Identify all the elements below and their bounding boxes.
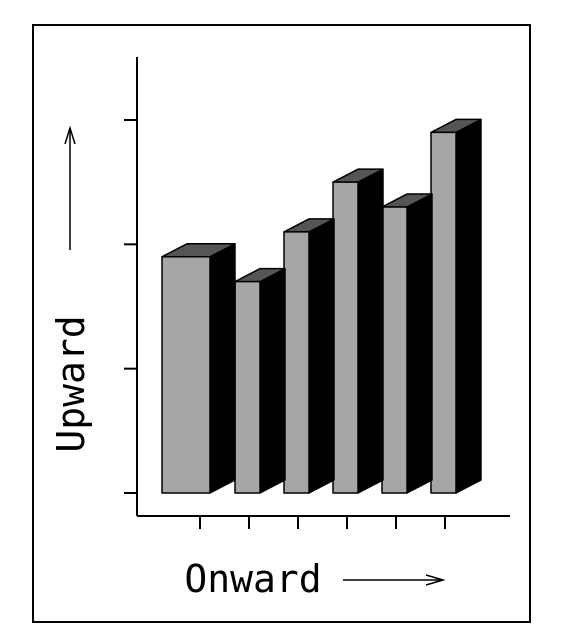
bar-front <box>430 131 457 494</box>
x-axis-label: Onward <box>184 557 321 601</box>
bars <box>161 118 482 494</box>
bar-side <box>406 193 433 494</box>
bar-side <box>357 168 384 494</box>
bar-front <box>283 231 310 494</box>
bar-front <box>161 256 211 494</box>
bar-side <box>259 267 286 494</box>
bar <box>234 267 286 494</box>
y-axis-label: Upward <box>49 315 93 452</box>
y-axis-arrow <box>64 125 76 250</box>
bar <box>332 168 384 494</box>
bar-front <box>381 206 408 494</box>
bar-side <box>455 118 482 494</box>
bar <box>283 218 335 494</box>
bar-front <box>332 181 359 494</box>
bar <box>161 243 236 494</box>
x-axis-arrow <box>343 574 446 586</box>
bar <box>430 118 482 494</box>
bar-side <box>209 243 236 494</box>
bar-front <box>234 280 261 494</box>
y-ticks <box>124 119 137 494</box>
bar <box>381 193 433 494</box>
bar-side <box>308 218 335 494</box>
x-ticks <box>199 516 446 529</box>
